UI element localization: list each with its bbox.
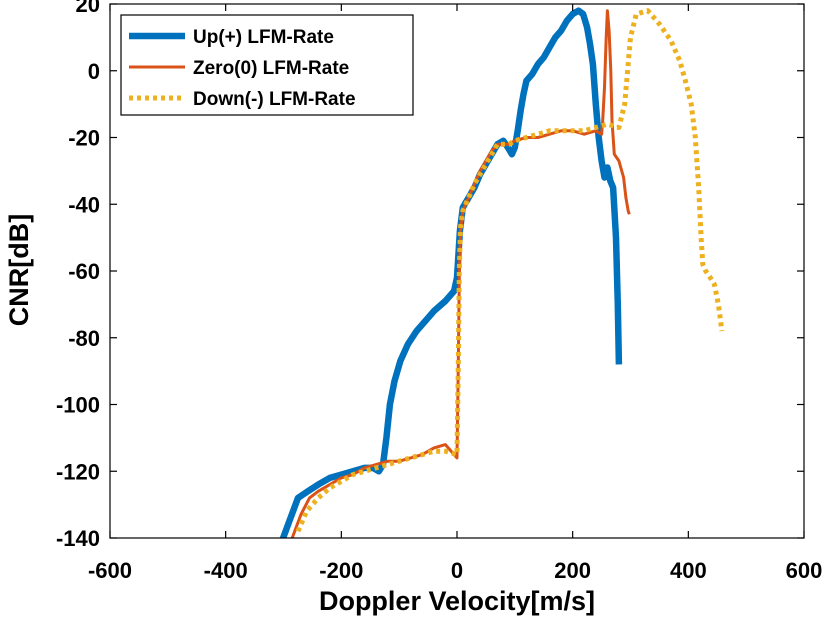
x-tick-label: 400 — [670, 558, 707, 583]
series-line-3 — [295, 8, 725, 533]
legend-label-1: Up(+) LFM-Rate — [193, 27, 334, 48]
x-tick-label: -600 — [88, 558, 132, 583]
y-tick-label: -140 — [56, 526, 100, 551]
y-tick-label: 20 — [76, 0, 100, 17]
series-line-1 — [279, 7, 623, 538]
y-axis-label: CNR[dB] — [4, 214, 34, 326]
x-tick-label: 600 — [786, 558, 823, 583]
y-tick-label: -60 — [68, 259, 100, 284]
legend-label-2: Zero(0) LFM-Rate — [193, 58, 349, 79]
y-tick-label: -20 — [68, 126, 100, 151]
x-tick-label: -200 — [319, 558, 363, 583]
legend: Up(+) LFM-Rate Zero(0) LFM-Rate Down(-) LF… — [120, 14, 414, 116]
x-tick-label: -400 — [204, 558, 248, 583]
legend-label-3: Down(-) LFM-Rate — [193, 89, 356, 110]
x-tick-label: 200 — [554, 558, 591, 583]
y-tick-label: -40 — [68, 192, 100, 217]
y-tick-label: 0 — [88, 59, 100, 84]
y-tick-label: -100 — [56, 393, 100, 418]
series-layer — [279, 7, 725, 538]
x-tick-label: 0 — [451, 558, 463, 583]
x-axis-label: Doppler Velocity[m/s] — [319, 586, 595, 616]
axis-ticks: -600 -400 -200 0 200 400 600200-20-40-60-80-10… — [56, 0, 822, 583]
y-tick-label: -120 — [56, 459, 100, 484]
y-tick-label: -80 — [68, 326, 100, 351]
